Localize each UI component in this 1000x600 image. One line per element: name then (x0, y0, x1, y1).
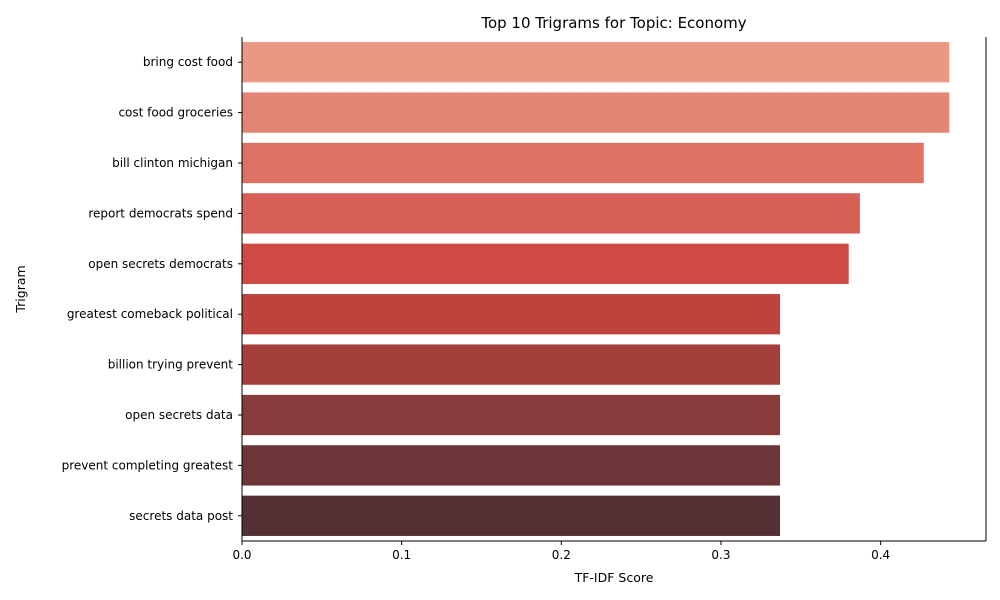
bar (242, 495, 781, 536)
y-tick-label: prevent completing greatest (62, 458, 234, 472)
x-tick-label: 0.3 (711, 548, 730, 562)
bar (242, 142, 924, 184)
y-tick-label: bring cost food (143, 55, 233, 69)
x-tick-label: 0.1 (392, 548, 411, 562)
y-tick-label: open secrets data (125, 408, 233, 422)
chart-title: Top 10 Trigrams for Topic: Economy (480, 14, 746, 32)
bar (242, 92, 950, 133)
y-tick-label: secrets data post (129, 509, 233, 523)
bar (242, 193, 860, 234)
y-tick-label: greatest comeback political (67, 307, 233, 321)
y-tick-label: open secrets democrats (88, 257, 233, 271)
y-tick-labels: bring cost food cost food groceries bill c… (62, 55, 242, 523)
y-tick-label: cost food groceries (118, 106, 233, 120)
x-tick-label: 0.0 (232, 548, 251, 562)
y-tick-label: billion trying prevent (108, 358, 234, 372)
y-tick-label: report democrats spend (88, 206, 233, 220)
bar (242, 344, 781, 385)
bar (242, 42, 950, 83)
x-tick-label: 0.4 (871, 548, 890, 562)
bar (242, 243, 849, 284)
bar (242, 445, 781, 486)
bar (242, 294, 781, 335)
bar (242, 394, 781, 436)
x-axis-label: TF-IDF Score (574, 570, 654, 585)
y-tick-label: bill clinton michigan (112, 156, 233, 170)
x-ticks: 0.0 0.1 0.2 0.3 0.4 (232, 541, 890, 562)
y-axis-label: Trigram (13, 265, 28, 313)
x-tick-label: 0.2 (552, 548, 571, 562)
bars-group (242, 42, 950, 536)
